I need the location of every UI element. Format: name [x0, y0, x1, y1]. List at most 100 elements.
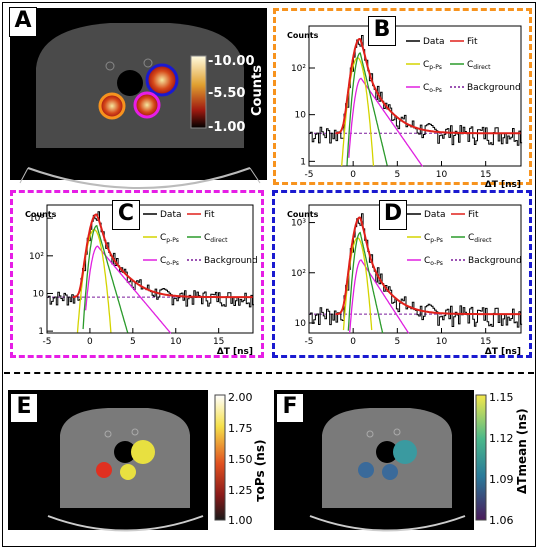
- phantom-marker: [143, 58, 153, 68]
- x-tick-label: 10: [436, 337, 448, 347]
- legend-fit-label: Fit: [467, 37, 478, 47]
- x-tick-label: 15: [480, 170, 491, 180]
- x-tick-label: 10: [436, 170, 448, 180]
- legend-c-direct-label: Cdirect: [467, 60, 491, 71]
- roi-magenta-fill: [382, 464, 398, 480]
- panel-a-image: -10.00 -5.50 -1.00 Counts: [19, 23, 265, 189]
- x-tick-label: 0: [350, 170, 356, 180]
- phantom-hole: [114, 441, 136, 463]
- series-c-direct: [346, 52, 388, 166]
- x-tick-label: 5: [394, 170, 400, 180]
- bed-leg: [249, 167, 261, 184]
- x-tick-label: 15: [213, 337, 224, 347]
- cb-a-label: Counts: [250, 65, 265, 116]
- roi-blue: [145, 63, 179, 97]
- roi-orange-fill: [358, 462, 374, 478]
- y-tick-label: 10: [295, 111, 307, 121]
- y-tick-label: 10²: [291, 269, 306, 279]
- y-tick-label: 10²: [291, 64, 306, 74]
- phantom-hole: [117, 70, 143, 96]
- panel-e-letter: E: [10, 393, 38, 423]
- y-tick-label: 10³: [291, 219, 306, 229]
- legend-data-label: Data: [423, 37, 445, 47]
- y-axis-label: Counts: [287, 31, 319, 40]
- legend-data-label: Data: [424, 210, 446, 220]
- y-tick-label: 10: [33, 289, 45, 299]
- cb-e-tick: 2.00: [228, 391, 253, 404]
- plot-area: [46, 204, 254, 334]
- panel-d-letter: D: [379, 200, 407, 230]
- colorbar-f: [475, 394, 487, 521]
- legend-background-label: Background: [467, 83, 521, 93]
- cb-f-label: ΔTmean (ns): [515, 408, 529, 494]
- legend-c-ops-label: Co-Ps: [160, 256, 179, 267]
- series-fit: [72, 213, 253, 299]
- roi-magenta: [133, 91, 161, 119]
- panel-d: D -5 0 5 10 15 10 10² 10³ Counts ΔT [ns] Data Fit Cp…: [272, 190, 532, 358]
- cb-f-tick: 1.09: [489, 473, 514, 486]
- y-tick-label: 1: [300, 157, 306, 167]
- y-axis-label: Counts: [25, 210, 57, 219]
- x-tick-label: 5: [394, 337, 400, 347]
- legend-c-pps-label: Cp-Ps: [160, 233, 179, 244]
- x-axis-label: ΔT [ns]: [485, 180, 521, 190]
- x-tick-label: 15: [480, 337, 491, 347]
- legend-c-ops-label: Co-Ps: [424, 256, 443, 267]
- bed-curve: [47, 515, 204, 532]
- panel-f: 1.15 1.12 1.09 1.06 ΔTmean (ns) F: [274, 390, 532, 532]
- phantom-marker: [131, 428, 139, 436]
- roi-blue-fill: [393, 440, 417, 464]
- series-c-direct: [347, 231, 384, 334]
- phantom-marker: [105, 61, 115, 71]
- panel-c-letter: C: [112, 200, 140, 230]
- x-tick-label: -5: [43, 337, 52, 347]
- cb-a-tick: -10.00: [208, 54, 255, 69]
- roi-orange: [98, 92, 126, 120]
- x-tick-label: 5: [130, 337, 136, 347]
- y-tick-label: 10: [295, 319, 307, 329]
- panel-a: A -10.00 -5.50 -1.00 Counts: [9, 7, 267, 189]
- cb-e-label: τoPs (ns): [253, 440, 267, 502]
- cb-e-tick: 1.50: [228, 453, 253, 466]
- panel-e-image: 2.00 1.75 1.50 1.25 1.00 τoPs (ns): [8, 390, 267, 532]
- x-tick-label: -5: [305, 170, 314, 180]
- legend-fit-label: Fit: [468, 210, 479, 220]
- x-axis-label: ΔT [ns]: [217, 347, 253, 357]
- cb-f-tick: 1.15: [489, 391, 514, 404]
- legend-c-pps-label: Cp-Ps: [423, 60, 442, 71]
- legend-c-pps-label: Cp-Ps: [424, 233, 443, 244]
- x-axis-label: ΔT [ns]: [485, 347, 521, 357]
- phantom-hole: [376, 441, 398, 463]
- cb-f-tick: 1.06: [489, 514, 514, 527]
- series-c-ops: [348, 259, 410, 334]
- cb-e-tick: 1.75: [228, 422, 253, 435]
- roi-orange-fill: [96, 462, 112, 478]
- x-tick-label: 10: [170, 337, 182, 347]
- cb-e-tick: 1.00: [228, 514, 253, 527]
- panel-c: C -5 0 5 10 15 1 10 10² 10³ Counts ΔT [ns] Data Fit C…: [10, 190, 264, 358]
- colorbar-a: [190, 55, 207, 129]
- phantom-marker: [366, 430, 374, 438]
- bed-curve: [309, 515, 466, 532]
- panel-f-letter: F: [276, 393, 304, 423]
- panel-b-letter: B: [368, 16, 396, 46]
- panel-b: B -5 0 5 10 15 1 10 10² Counts ΔT [ns] Data Fit Cp-P…: [273, 8, 532, 190]
- panel-f-image: 1.15 1.12 1.09 1.06 ΔTmean (ns): [274, 390, 529, 532]
- legend-c-direct-label: Cdirect: [468, 233, 492, 244]
- y-axis-label: Counts: [287, 210, 319, 219]
- phantom-marker: [104, 430, 112, 438]
- y-tick-label: 10³: [29, 214, 44, 224]
- roi-magenta-fill: [120, 464, 136, 480]
- section-divider: [4, 372, 534, 374]
- phantom-marker: [393, 428, 401, 436]
- bed-curve: [27, 167, 251, 189]
- legend-background-label: Background: [204, 256, 258, 266]
- chart-b: -5 0 5 10 15 1 10 10² Counts ΔT [ns] Data Fit Cp-Ps C…: [287, 25, 523, 190]
- legend-fit-label: Fit: [204, 210, 215, 220]
- series-fit: [335, 38, 521, 135]
- series-c-ops: [84, 245, 172, 334]
- cb-a-tick: -1.00: [208, 120, 245, 135]
- cb-f-tick: 1.12: [489, 432, 514, 445]
- bed-leg: [19, 167, 29, 184]
